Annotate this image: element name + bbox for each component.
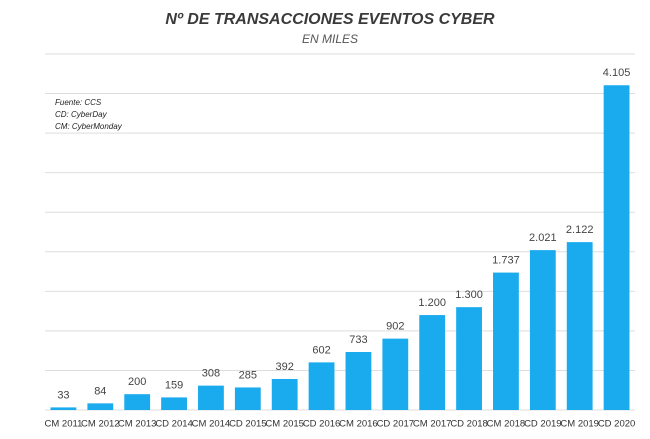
x-tick-label: CM 2013 bbox=[118, 419, 157, 430]
x-tick-label: CM 2011 bbox=[45, 419, 83, 430]
bar bbox=[198, 385, 224, 410]
data-label: 84 bbox=[94, 385, 106, 397]
data-label: 733 bbox=[349, 334, 367, 346]
x-tick-label: CD 2014 bbox=[155, 419, 193, 430]
x-tick-label: CM 2017 bbox=[413, 419, 452, 430]
x-tick-label: CD 2017 bbox=[377, 419, 415, 430]
data-label: 1.737 bbox=[492, 254, 520, 266]
x-tick-label: CM 2014 bbox=[192, 419, 231, 430]
bar bbox=[419, 315, 446, 410]
source-note: Fuente: CCS bbox=[55, 98, 102, 107]
bar bbox=[382, 338, 409, 410]
data-label: 308 bbox=[202, 368, 220, 380]
x-tick-label: CM 2016 bbox=[339, 419, 378, 430]
data-label: 33 bbox=[57, 389, 69, 401]
x-tick-label: CD 2018 bbox=[450, 419, 488, 430]
chart-title: Nº DE TRANSACCIONES EVENTOS CYBER bbox=[165, 11, 495, 28]
bar bbox=[87, 403, 114, 410]
data-label: 1.200 bbox=[418, 297, 446, 309]
source-note: CD: CyberDay bbox=[55, 110, 108, 119]
data-label: 2.021 bbox=[529, 232, 557, 244]
bar bbox=[271, 378, 298, 410]
x-tick-label: CM 2015 bbox=[265, 419, 304, 430]
x-tick-label: CD 2019 bbox=[524, 419, 562, 430]
x-tick-label: CD 2015 bbox=[229, 419, 267, 430]
x-tick-label: CD 2020 bbox=[598, 419, 636, 430]
bar bbox=[161, 397, 187, 410]
x-tick-label: CM 2018 bbox=[487, 419, 526, 430]
data-label: 285 bbox=[239, 369, 257, 381]
bar bbox=[345, 352, 372, 410]
x-tick-label: CM 2012 bbox=[81, 419, 120, 430]
bar bbox=[566, 242, 593, 410]
x-tick-label: CM 2019 bbox=[560, 419, 599, 430]
bar bbox=[529, 250, 556, 410]
data-label: 200 bbox=[128, 376, 146, 388]
x-tick-label: CD 2016 bbox=[303, 419, 341, 430]
bar bbox=[493, 272, 519, 410]
bar bbox=[50, 407, 77, 410]
data-label: 2.122 bbox=[566, 224, 594, 236]
bar bbox=[308, 362, 335, 410]
bar bbox=[124, 394, 151, 410]
data-label: 1.300 bbox=[455, 289, 483, 301]
data-label: 902 bbox=[386, 321, 404, 333]
chart-subtitle: EN MILES bbox=[302, 32, 358, 46]
bar bbox=[603, 85, 630, 410]
bar bbox=[456, 307, 482, 410]
data-label: 602 bbox=[312, 344, 330, 356]
source-note: CM: CyberMonday bbox=[55, 122, 123, 131]
data-label: 159 bbox=[165, 379, 183, 391]
data-label: 4.105 bbox=[603, 67, 631, 79]
bar bbox=[234, 387, 261, 410]
data-label: 392 bbox=[276, 361, 294, 373]
